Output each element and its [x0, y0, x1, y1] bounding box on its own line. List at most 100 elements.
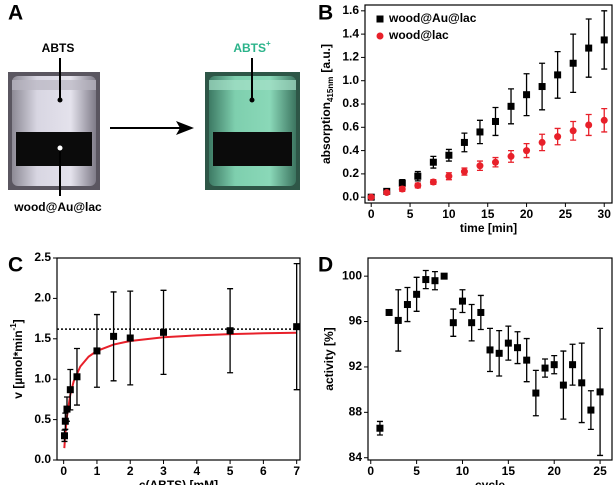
point	[160, 328, 168, 336]
point	[126, 334, 134, 342]
point	[532, 389, 540, 397]
x-tick-label: 2	[127, 464, 134, 478]
x-tick-label: 3	[160, 464, 167, 478]
panel-letter: D	[318, 254, 333, 277]
y-tick-label: 1.5	[34, 331, 51, 345]
point	[507, 152, 515, 160]
x-tick-label: 10	[442, 207, 456, 221]
pointer-dot	[249, 97, 255, 103]
label: ABTS	[233, 41, 266, 55]
point	[554, 133, 562, 141]
wood-block	[16, 132, 92, 166]
label: ABTS+	[233, 39, 271, 55]
point	[578, 379, 586, 387]
y-tick-label: 1.0	[34, 371, 51, 385]
plot-frame	[367, 257, 613, 461]
point	[477, 308, 485, 316]
y-tick-label: 1.4	[342, 26, 359, 40]
point	[414, 172, 422, 180]
point	[550, 361, 558, 369]
point	[458, 297, 466, 305]
x-tick-label: 5	[227, 464, 234, 478]
point	[600, 36, 608, 44]
point	[569, 59, 577, 67]
x-axis-label: time [min]	[460, 221, 517, 235]
x-tick-label: 7	[293, 464, 300, 478]
point	[491, 158, 499, 166]
x-tick-label: 20	[520, 207, 534, 221]
point	[63, 405, 71, 413]
point	[569, 361, 577, 369]
point	[429, 178, 437, 186]
y-axis-label: activity [%]	[322, 327, 336, 390]
point	[429, 158, 437, 166]
point	[486, 346, 494, 354]
jar	[12, 76, 96, 186]
y-axis-label: absorption	[319, 102, 333, 164]
panel-letter: A	[8, 2, 23, 25]
label: wood@Au@lac	[13, 200, 102, 214]
x-axis-label: c(ABTS) [mM]	[139, 478, 218, 485]
x-tick-label: 30	[598, 207, 612, 221]
y-axis-label: [a.u.]	[319, 44, 333, 73]
legend-label: wood@Au@lac	[388, 11, 477, 25]
y-tick-label: 1.6	[342, 3, 359, 17]
y-tick-label: 100	[342, 268, 362, 282]
y-tick-label: 0.2	[342, 166, 359, 180]
point	[383, 189, 391, 197]
point	[514, 344, 522, 352]
x-tick-label: 0	[368, 207, 375, 221]
legend-label: wood@lac	[388, 28, 449, 42]
point	[554, 71, 562, 79]
x-tick-label: 20	[548, 464, 562, 478]
point	[495, 349, 503, 357]
point	[73, 373, 81, 381]
point	[523, 147, 531, 155]
point	[449, 319, 457, 327]
x-tick-label: 15	[481, 207, 495, 221]
point	[596, 388, 604, 396]
x-tick-label: 25	[559, 207, 573, 221]
y-tick-label: 0.6	[342, 119, 359, 133]
legend-marker	[376, 15, 384, 23]
panel-letter: C	[8, 254, 23, 277]
point	[394, 316, 402, 324]
point	[422, 276, 430, 284]
point	[468, 319, 476, 327]
point	[559, 381, 567, 389]
y-axis-label: v [µmol*min	[11, 330, 25, 398]
y-tick-label: 96	[349, 314, 363, 328]
point	[293, 323, 301, 331]
arrow-head	[176, 121, 194, 135]
y-tick-label: 0.0	[342, 189, 359, 203]
y-tick-label: 88	[349, 405, 363, 419]
point	[445, 172, 453, 180]
point	[569, 127, 577, 135]
point	[414, 182, 422, 190]
wood-block	[213, 132, 292, 166]
point	[60, 432, 68, 440]
y-axis-label-sub: 415nm	[326, 77, 335, 102]
y-tick-label: 92	[349, 359, 363, 373]
label: ABTS	[42, 41, 75, 55]
point	[585, 44, 593, 52]
point	[398, 185, 406, 193]
point	[376, 424, 384, 432]
x-tick-label: 10	[456, 464, 470, 478]
y-tick-label: 0.5	[34, 412, 51, 426]
point	[431, 277, 439, 285]
panel-letter: B	[318, 2, 333, 25]
point	[504, 339, 512, 347]
y-tick-label: 0.4	[342, 143, 359, 157]
point	[585, 121, 593, 129]
y-tick-label: 1.0	[342, 73, 359, 87]
point	[398, 179, 406, 187]
point	[110, 332, 118, 340]
x-axis-label: cycle	[475, 478, 505, 485]
point	[587, 406, 595, 414]
pointer-dot	[57, 145, 63, 151]
point	[66, 386, 74, 394]
point	[445, 151, 453, 159]
point	[491, 117, 499, 125]
